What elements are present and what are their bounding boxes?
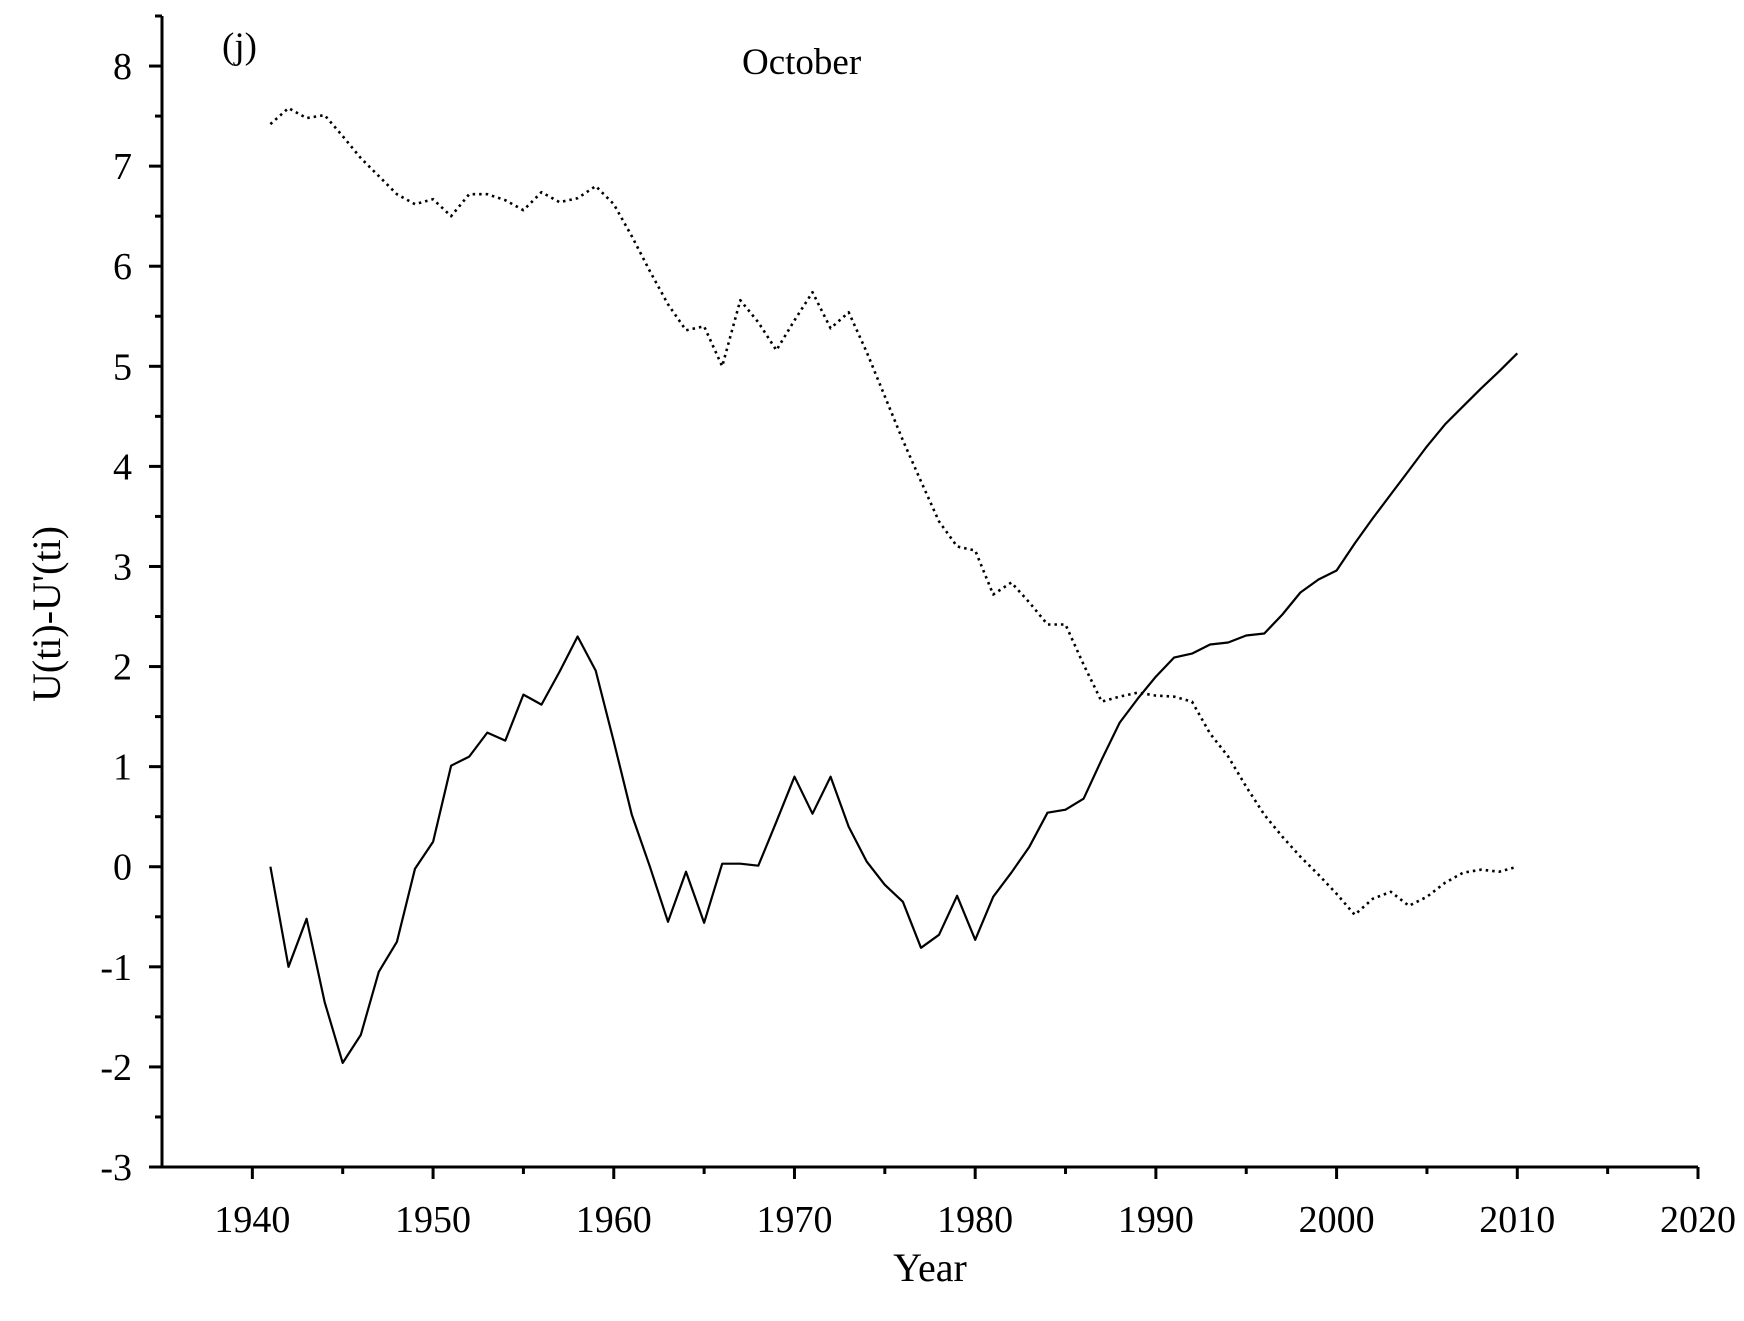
y-tick-label: 5 <box>113 346 132 388</box>
y-tick-label: 7 <box>113 146 132 188</box>
y-axis-title: U(ti)-U'(ti) <box>24 526 69 702</box>
y-tick-label: -2 <box>100 1047 132 1089</box>
y-tick-label: -3 <box>100 1147 132 1189</box>
y-tick-label: 3 <box>113 546 132 588</box>
x-axis-ticks: 1940 1950 1960 1970 1980 1990 2000 2010 2020 <box>214 1167 1736 1241</box>
series-layer <box>269 106 1519 1065</box>
y-tick-label: 0 <box>113 847 132 889</box>
series-line-dotted <box>269 106 1518 917</box>
x-tick-label: 2000 <box>1299 1199 1375 1241</box>
y-tick-label: 4 <box>113 446 132 488</box>
x-tick-label: 2020 <box>1660 1199 1736 1241</box>
x-tick-label: 1960 <box>576 1199 652 1241</box>
y-tick-label: 2 <box>113 647 132 689</box>
x-tick-label: 1980 <box>937 1199 1013 1241</box>
series-line-solid <box>269 352 1519 1065</box>
y-tick-label: 8 <box>113 46 132 88</box>
y-tick-label: 1 <box>113 747 132 789</box>
y-tick-label: -1 <box>100 947 132 989</box>
y-tick-label: 6 <box>113 246 132 288</box>
x-tick-label: 1970 <box>756 1199 832 1241</box>
x-axis-title: Year <box>893 1245 967 1290</box>
x-tick-label: 1940 <box>214 1199 290 1241</box>
x-tick-label: 1950 <box>395 1199 471 1241</box>
x-tick-label: 2010 <box>1479 1199 1555 1241</box>
y-axis-ticks: -3 -2 -1 0 1 2 3 4 5 6 7 8 <box>100 14 162 1189</box>
x-tick-label: 1990 <box>1118 1199 1194 1241</box>
chart-title: October <box>742 42 861 83</box>
panel-label: (j) <box>222 26 257 67</box>
